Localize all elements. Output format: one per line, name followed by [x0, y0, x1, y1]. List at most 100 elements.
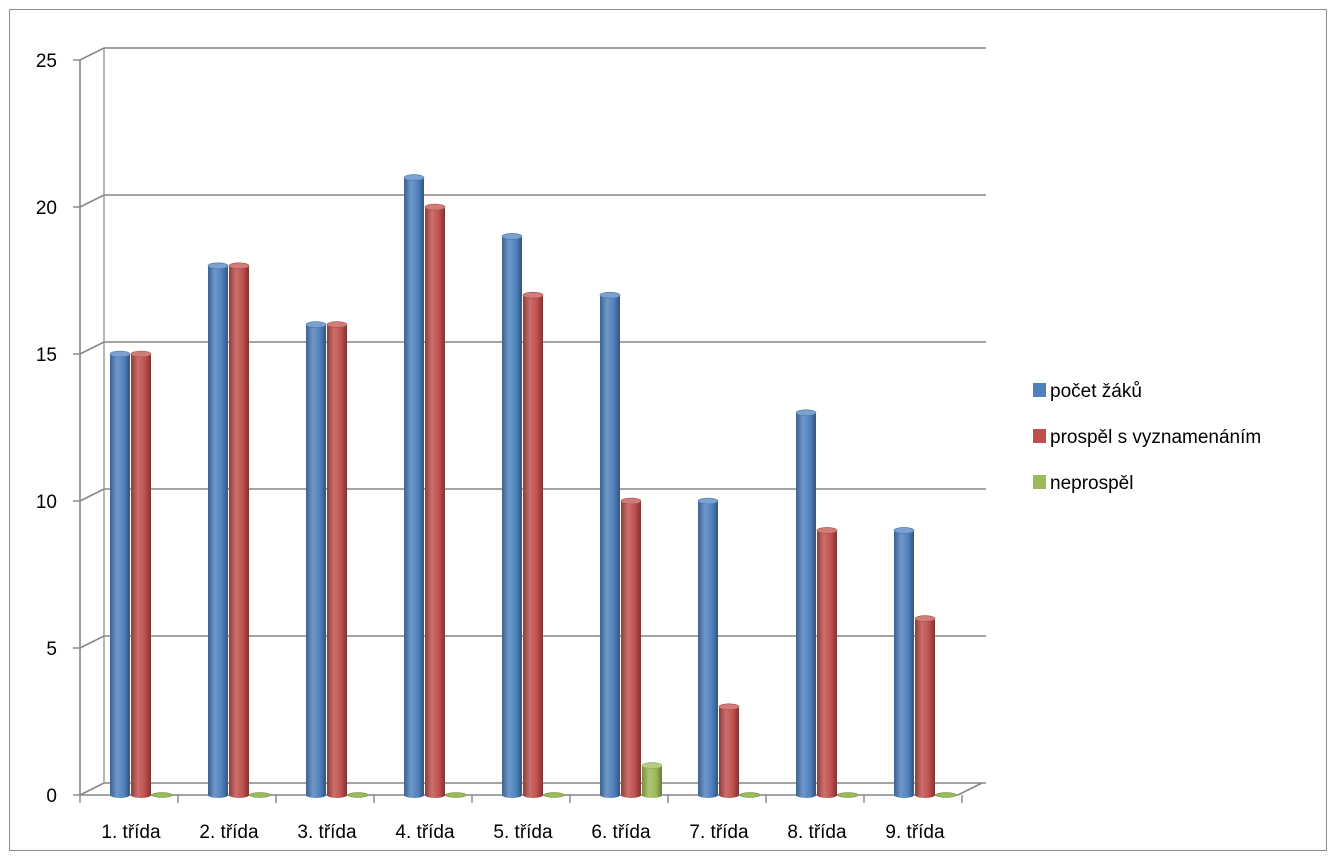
bar [893, 527, 915, 798]
bar [445, 792, 467, 798]
axis-layer [73, 48, 983, 803]
legend: počet žáků prospěl s vyznamenáním neprospě… [1033, 381, 1261, 494]
y-tick-label: 5 [46, 639, 57, 660]
bar-top [620, 497, 642, 505]
bar-zero [837, 792, 859, 798]
bar-body [642, 765, 662, 798]
bar-body [208, 265, 228, 798]
bar-body [719, 706, 739, 798]
bar-body [817, 530, 837, 798]
bar [228, 262, 250, 798]
bar-top [228, 262, 250, 270]
gridline [79, 47, 986, 61]
legend-label: prospěl s vyznamenáním [1050, 427, 1261, 448]
legend-label: neprospěl [1050, 473, 1133, 494]
bar [424, 203, 446, 798]
bar-top [326, 321, 348, 328]
bar-zero [249, 792, 271, 798]
bar-top [641, 762, 663, 769]
x-axis-line [80, 782, 983, 796]
bar-body [796, 412, 816, 798]
bar-top [914, 615, 936, 622]
bar-top [816, 527, 838, 534]
bar-body [698, 501, 718, 798]
bar-body [404, 177, 424, 799]
bar-body [306, 324, 326, 798]
legend-swatch [1033, 429, 1046, 443]
bar [522, 291, 544, 798]
bar [641, 762, 663, 798]
bar-zero [347, 792, 369, 798]
bar [599, 291, 621, 798]
y-tick-label: 0 [46, 786, 57, 807]
x-tick-label: 1. třída [101, 822, 161, 843]
x-tick-label: 3. třída [297, 822, 357, 843]
bar-body [110, 354, 130, 798]
bar [403, 174, 425, 799]
bar [130, 350, 152, 798]
bar-body [915, 618, 935, 798]
bar-body [894, 530, 914, 798]
bar-top [522, 291, 544, 299]
bar [795, 409, 817, 798]
bar [207, 262, 229, 798]
bar-top [305, 321, 327, 328]
bar [109, 350, 131, 798]
legend-swatch [1033, 475, 1046, 489]
x-tick-label: 7. třída [689, 822, 749, 843]
legend-swatch [1033, 383, 1046, 397]
bar [816, 527, 838, 798]
bar [837, 792, 859, 798]
bar-body [600, 295, 620, 798]
bar-zero [935, 792, 957, 798]
bar-zero [543, 792, 565, 798]
y-tick-label: 20 [36, 198, 57, 219]
bar-body [502, 236, 522, 798]
bar [501, 233, 523, 798]
bar-zero [151, 792, 173, 798]
bar-zero [739, 792, 761, 798]
x-tick-label: 6. třída [591, 822, 651, 843]
bar-top [130, 350, 152, 358]
bar [249, 792, 271, 798]
bar-body [327, 324, 347, 798]
bar-top [501, 233, 523, 240]
y-tick-label: 15 [36, 345, 57, 366]
bar-top [697, 497, 719, 505]
legend-label: počet žáků [1050, 381, 1142, 402]
bar-top [207, 262, 229, 270]
x-tick-label: 9. třída [885, 822, 945, 843]
y-tick-label: 25 [36, 51, 57, 72]
bar-top [109, 350, 131, 358]
bar [718, 703, 740, 798]
legend-item: počet žáků [1033, 381, 1142, 402]
bar [151, 792, 173, 798]
gridline [79, 194, 986, 208]
x-tick-label: 5. třída [493, 822, 553, 843]
bar-body [425, 207, 445, 798]
bar [697, 497, 719, 798]
bar-top [424, 203, 446, 211]
legend-item: prospěl s vyznamenáním [1033, 427, 1261, 448]
bar [914, 615, 936, 798]
bar [326, 321, 348, 798]
bar-top [795, 409, 817, 417]
x-tick-label: 8. třída [787, 822, 847, 843]
bar [620, 497, 642, 798]
bar-top [718, 703, 740, 711]
bar [543, 792, 565, 798]
bar [347, 792, 369, 798]
label-layer: 0 5 10 15 20 25 1. třída 2. třída 3. třída 4. tří… [36, 51, 945, 843]
legend-item: neprospěl [1033, 473, 1133, 494]
y-tick-label: 10 [36, 492, 57, 513]
bar-top [403, 174, 425, 181]
bar-body [621, 501, 641, 798]
bar [935, 792, 957, 798]
bar [305, 321, 327, 798]
x-tick-label: 2. třída [199, 822, 259, 843]
chart-frame [9, 9, 1327, 851]
bar-body [131, 354, 151, 798]
bar-top [893, 527, 915, 534]
bar-body [523, 295, 543, 798]
